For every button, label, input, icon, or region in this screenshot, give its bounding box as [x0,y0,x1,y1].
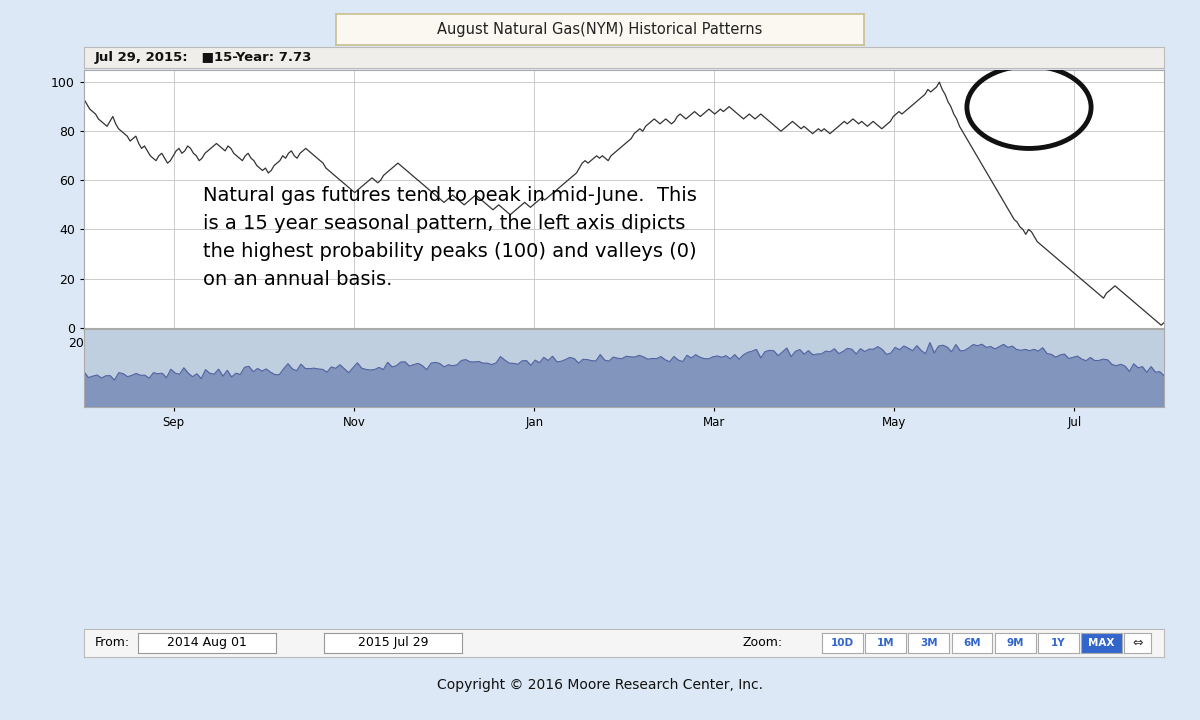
Text: Natural gas futures tend to peak in mid-June.  This
is a 15 year seasonal patter: Natural gas futures tend to peak in mid-… [203,186,697,289]
Text: Jul 29, 2015:   ■15-Year: 7.73: Jul 29, 2015: ■15-Year: 7.73 [95,51,312,64]
Text: 6M: 6M [964,638,980,648]
Text: MAX: MAX [1088,638,1115,648]
Text: 10D: 10D [830,638,854,648]
Text: From:: From: [95,636,130,649]
Text: ⇔: ⇔ [1133,636,1142,649]
Text: 2014 Aug 01: 2014 Aug 01 [167,636,247,649]
Text: 9M: 9M [1007,638,1024,648]
Text: 2015 Jul 29: 2015 Jul 29 [358,636,428,649]
Text: August Natural Gas(NYM) Historical Patterns: August Natural Gas(NYM) Historical Patte… [437,22,763,37]
Text: 3M: 3M [920,638,937,648]
Text: To:: To: [349,636,366,649]
Text: Copyright © 2016 Moore Research Center, Inc.: Copyright © 2016 Moore Research Center, … [437,678,763,693]
Text: 1Y: 1Y [1051,638,1066,648]
Text: Zoom:: Zoom: [743,636,782,649]
Text: 1M: 1M [877,638,894,648]
